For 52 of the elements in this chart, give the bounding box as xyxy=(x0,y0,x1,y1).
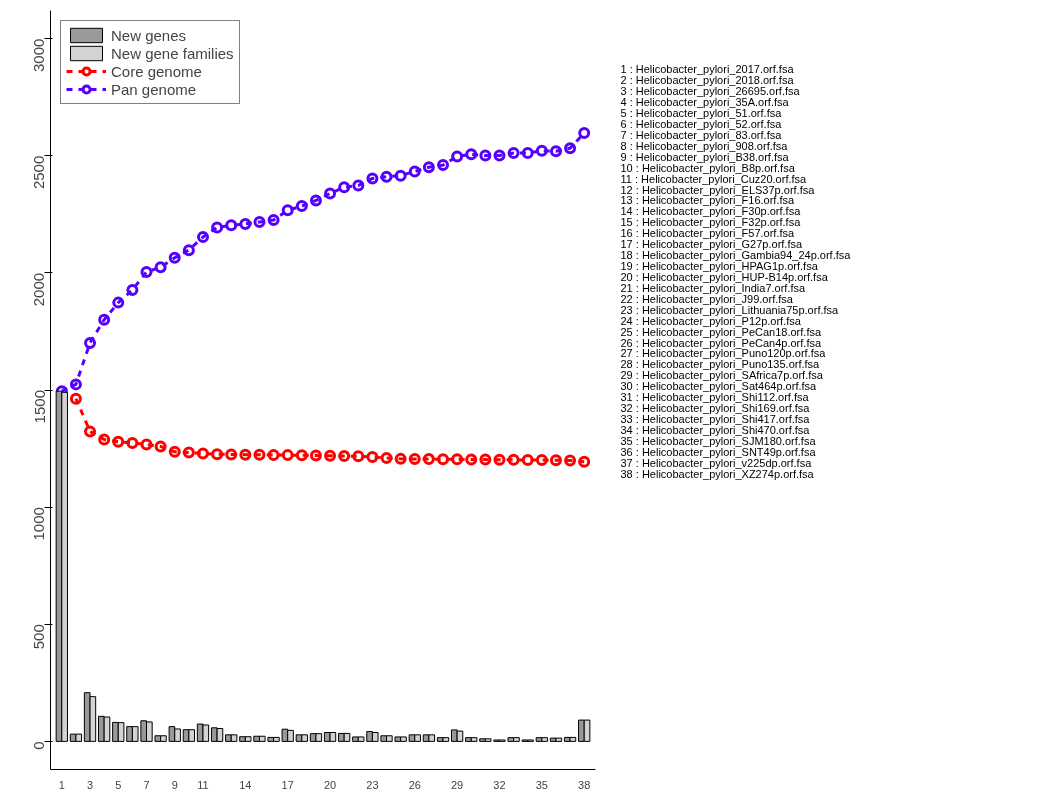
text: 37 : Helicobacter_pylori_v225dp.orf.fsa xyxy=(620,456,813,469)
text: 30 : Helicobacter_pylori_Sat464p.orf.fsa xyxy=(620,380,818,393)
text: 31 : Helicobacter_pylori_Shi112.orf.fsa xyxy=(620,391,810,404)
text: 14 : Helicobacter_pylori_F30p.orf.fsa xyxy=(620,205,802,218)
y-tick-label: 3000 xyxy=(30,38,48,72)
x-tick-label: 17 xyxy=(281,778,294,791)
text: 5 : Helicobacter_pylori_51.orf.fsa xyxy=(620,107,783,120)
y-tick-label: 0 xyxy=(30,741,48,750)
x-tick-label: 32 xyxy=(493,778,506,791)
text: 19 : Helicobacter_pylori_HPAG1p.orf.fsa xyxy=(620,260,819,273)
text: 1 : Helicobacter_pylori_2017.orf.fsa xyxy=(620,63,795,76)
text: 11 : Helicobacter_pylori_Cuz20.orf.fsa xyxy=(620,172,808,185)
y-tick-label: 2500 xyxy=(30,155,48,190)
text: 28 : Helicobacter_pylori_Puno135.orf.fsa xyxy=(620,358,821,371)
text: 27 : Helicobacter_pylori_Puno120p.orf.fsa xyxy=(620,347,827,360)
legend-label: New gene families xyxy=(111,44,234,62)
text: 26 : Helicobacter_pylori_PeCan4p.orf.fsa xyxy=(620,336,822,349)
text: 3 : Helicobacter_pylori_26695.orf.fsa xyxy=(620,85,801,98)
x-tick-label: 14 xyxy=(239,778,252,791)
text: 25 : Helicobacter_pylori_PeCan18.orf.fsa xyxy=(620,325,822,338)
text: 13 : Helicobacter_pylori_F16.orf.fsa xyxy=(620,194,796,207)
x-tick-label: 20 xyxy=(323,778,337,791)
x-tick-label: 23 xyxy=(366,778,379,791)
x-tick-label: 35 xyxy=(535,778,548,791)
text: 38 : Helicobacter_pylori_XZ274p.orf.fsa xyxy=(620,467,815,480)
x-tick-label: 7 xyxy=(143,778,150,791)
legend-label: New genes xyxy=(111,26,187,44)
y-tick-label: 1000 xyxy=(30,507,48,541)
text: 29 : Helicobacter_pylori_SAfrica7p.orf.fsa xyxy=(620,369,824,382)
text: 6 : Helicobacter_pylori_52.orf.fsa xyxy=(620,118,783,131)
legend-label: Pan genome xyxy=(111,80,197,98)
text: 15 : Helicobacter_pylori_F32p.orf.fsa xyxy=(620,216,802,229)
x-tick-label: 3 xyxy=(86,778,94,791)
y-tick-label: 500 xyxy=(30,624,48,650)
x-tick-label: 11 xyxy=(197,778,209,791)
x-tick-label: 38 xyxy=(578,778,591,791)
text: 18 : Helicobacter_pylori_Gambia94_24p.orf.fsa xyxy=(620,249,852,262)
text: 32 : Helicobacter_pylori_Shi169.orf.fsa xyxy=(620,402,811,415)
text: 2 : Helicobacter_pylori_2018.orf.fsa xyxy=(620,74,795,87)
y-tick-label: 2000 xyxy=(30,272,48,307)
x-tick-label: 9 xyxy=(171,778,178,791)
text: 16 : Helicobacter_pylori_F57.orf.fsa xyxy=(620,227,796,240)
x-tick-label: 5 xyxy=(115,778,122,791)
y-tick-label: 1500 xyxy=(30,389,48,424)
x-tick-label: 26 xyxy=(408,778,421,791)
x-tick-label: 29 xyxy=(451,778,464,791)
text: 17 : Helicobacter_pylori_G27p.orf.fsa xyxy=(620,238,803,251)
text: 24 : Helicobacter_pylori_P12p.orf.fsa xyxy=(620,314,802,327)
x-tick-label: 1 xyxy=(58,778,65,791)
text: 4 : Helicobacter_pylori_35A.orf.fsa xyxy=(620,96,790,109)
legend-label: Core genome xyxy=(111,62,202,80)
text: 12 : Helicobacter_pylori_ELS37p.orf.fsa xyxy=(620,183,816,196)
